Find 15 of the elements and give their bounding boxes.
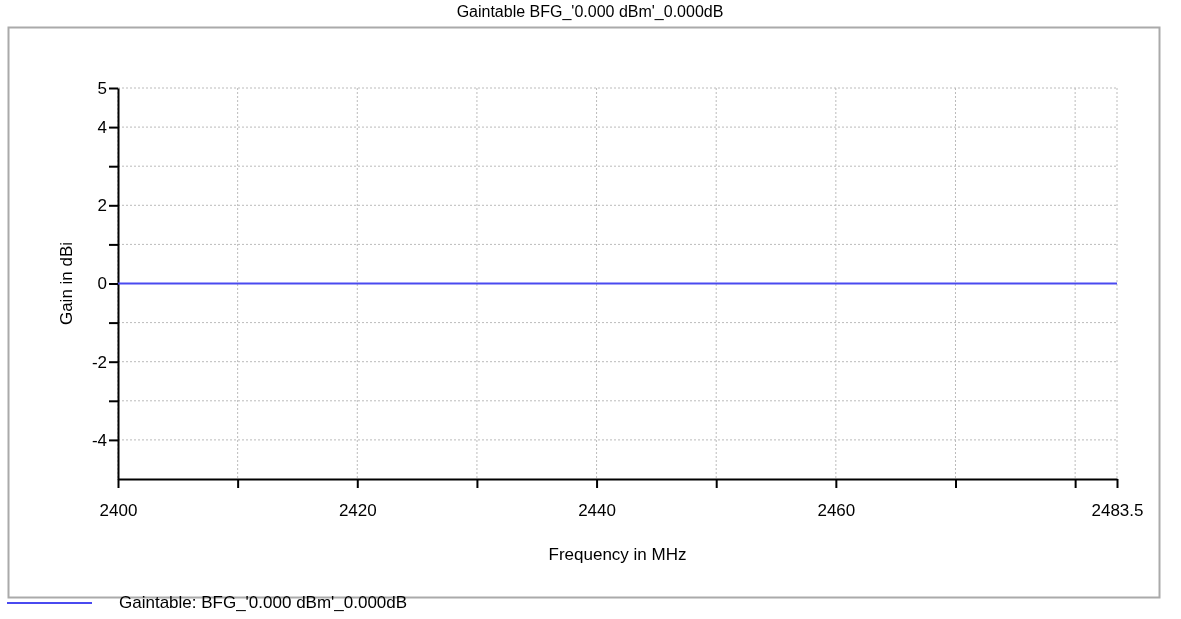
y-tick-label: 5 <box>97 78 107 98</box>
x-tick-label: 2483.5 <box>1091 501 1144 521</box>
x-axis-title: Frequency in MHz <box>548 545 687 564</box>
y-tick-label: -4 <box>91 430 107 450</box>
y-tick-label: 0 <box>97 274 107 294</box>
y-axis-title: Gain in dBi <box>57 241 76 326</box>
chart-title: Gaintable BFG_'0.000 dBm'_0.000dB <box>456 3 724 21</box>
y-tick-label: 4 <box>97 118 107 138</box>
x-tick-label: 2400 <box>99 501 138 521</box>
x-tick-label: 2440 <box>578 501 616 521</box>
y-tick-label: 2 <box>97 196 107 216</box>
x-tick-label: 2460 <box>817 501 856 521</box>
legend-label: Gaintable: BFG_'0.000 dBm'_0.000dB <box>119 593 408 612</box>
x-tick-label: 2420 <box>338 501 377 521</box>
y-tick-label: -2 <box>91 352 107 372</box>
